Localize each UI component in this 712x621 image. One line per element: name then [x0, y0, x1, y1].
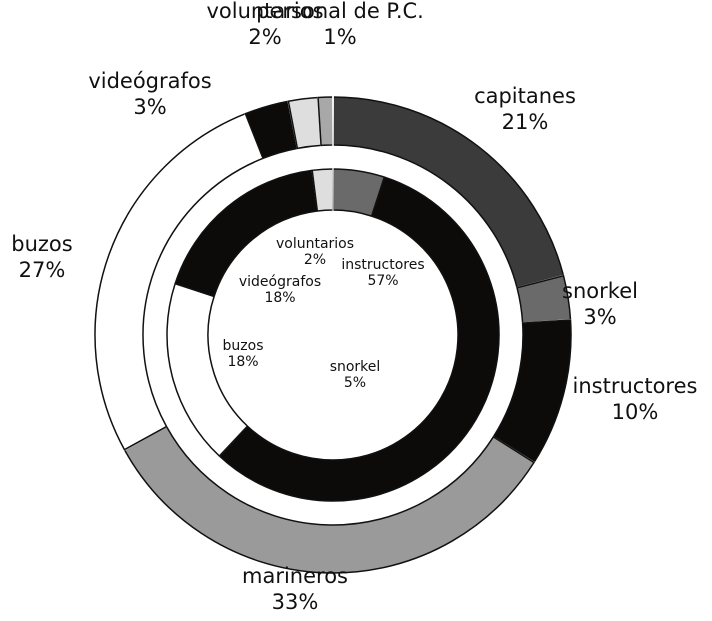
segment-label: videógrafos — [239, 274, 321, 290]
segment-value-label: 21% — [502, 110, 549, 134]
segment-label: videógrafos — [88, 69, 211, 93]
segment-value-label: 10% — [612, 400, 659, 424]
segment-label: marineros — [242, 564, 348, 588]
donut-segment — [492, 319, 572, 464]
segment-value-label: 2% — [304, 252, 326, 268]
segment-label: voluntarios — [206, 0, 323, 23]
segment-value-label: 5% — [344, 375, 366, 391]
segment-value-label: 27% — [19, 258, 66, 282]
segment-label: snorkel — [330, 359, 381, 375]
donut-segment — [218, 176, 500, 502]
segment-value-label: 57% — [367, 273, 398, 289]
segment-value-label: 2% — [248, 25, 281, 49]
segment-label: buzos — [11, 232, 72, 256]
segment-label: snorkel — [562, 279, 638, 303]
segment-value-label: 18% — [264, 290, 295, 306]
segment-label: voluntarios — [276, 236, 354, 252]
segment-value-label: 1% — [323, 25, 356, 49]
segment-value-label: 18% — [227, 354, 258, 370]
segment-value-label: 3% — [133, 95, 166, 119]
segment-value-label: 3% — [583, 305, 616, 329]
donut-segment — [317, 96, 334, 147]
segment-value-label: 33% — [272, 590, 319, 614]
segment-label: buzos — [223, 338, 264, 354]
segment-label: instructores — [573, 374, 698, 398]
segment-label: capitanes — [474, 84, 576, 108]
segment-gap — [332, 95, 334, 147]
segment-gap — [332, 168, 334, 212]
segment-label: instructores — [341, 257, 424, 273]
segment-label: personal de P.C. — [256, 0, 424, 23]
